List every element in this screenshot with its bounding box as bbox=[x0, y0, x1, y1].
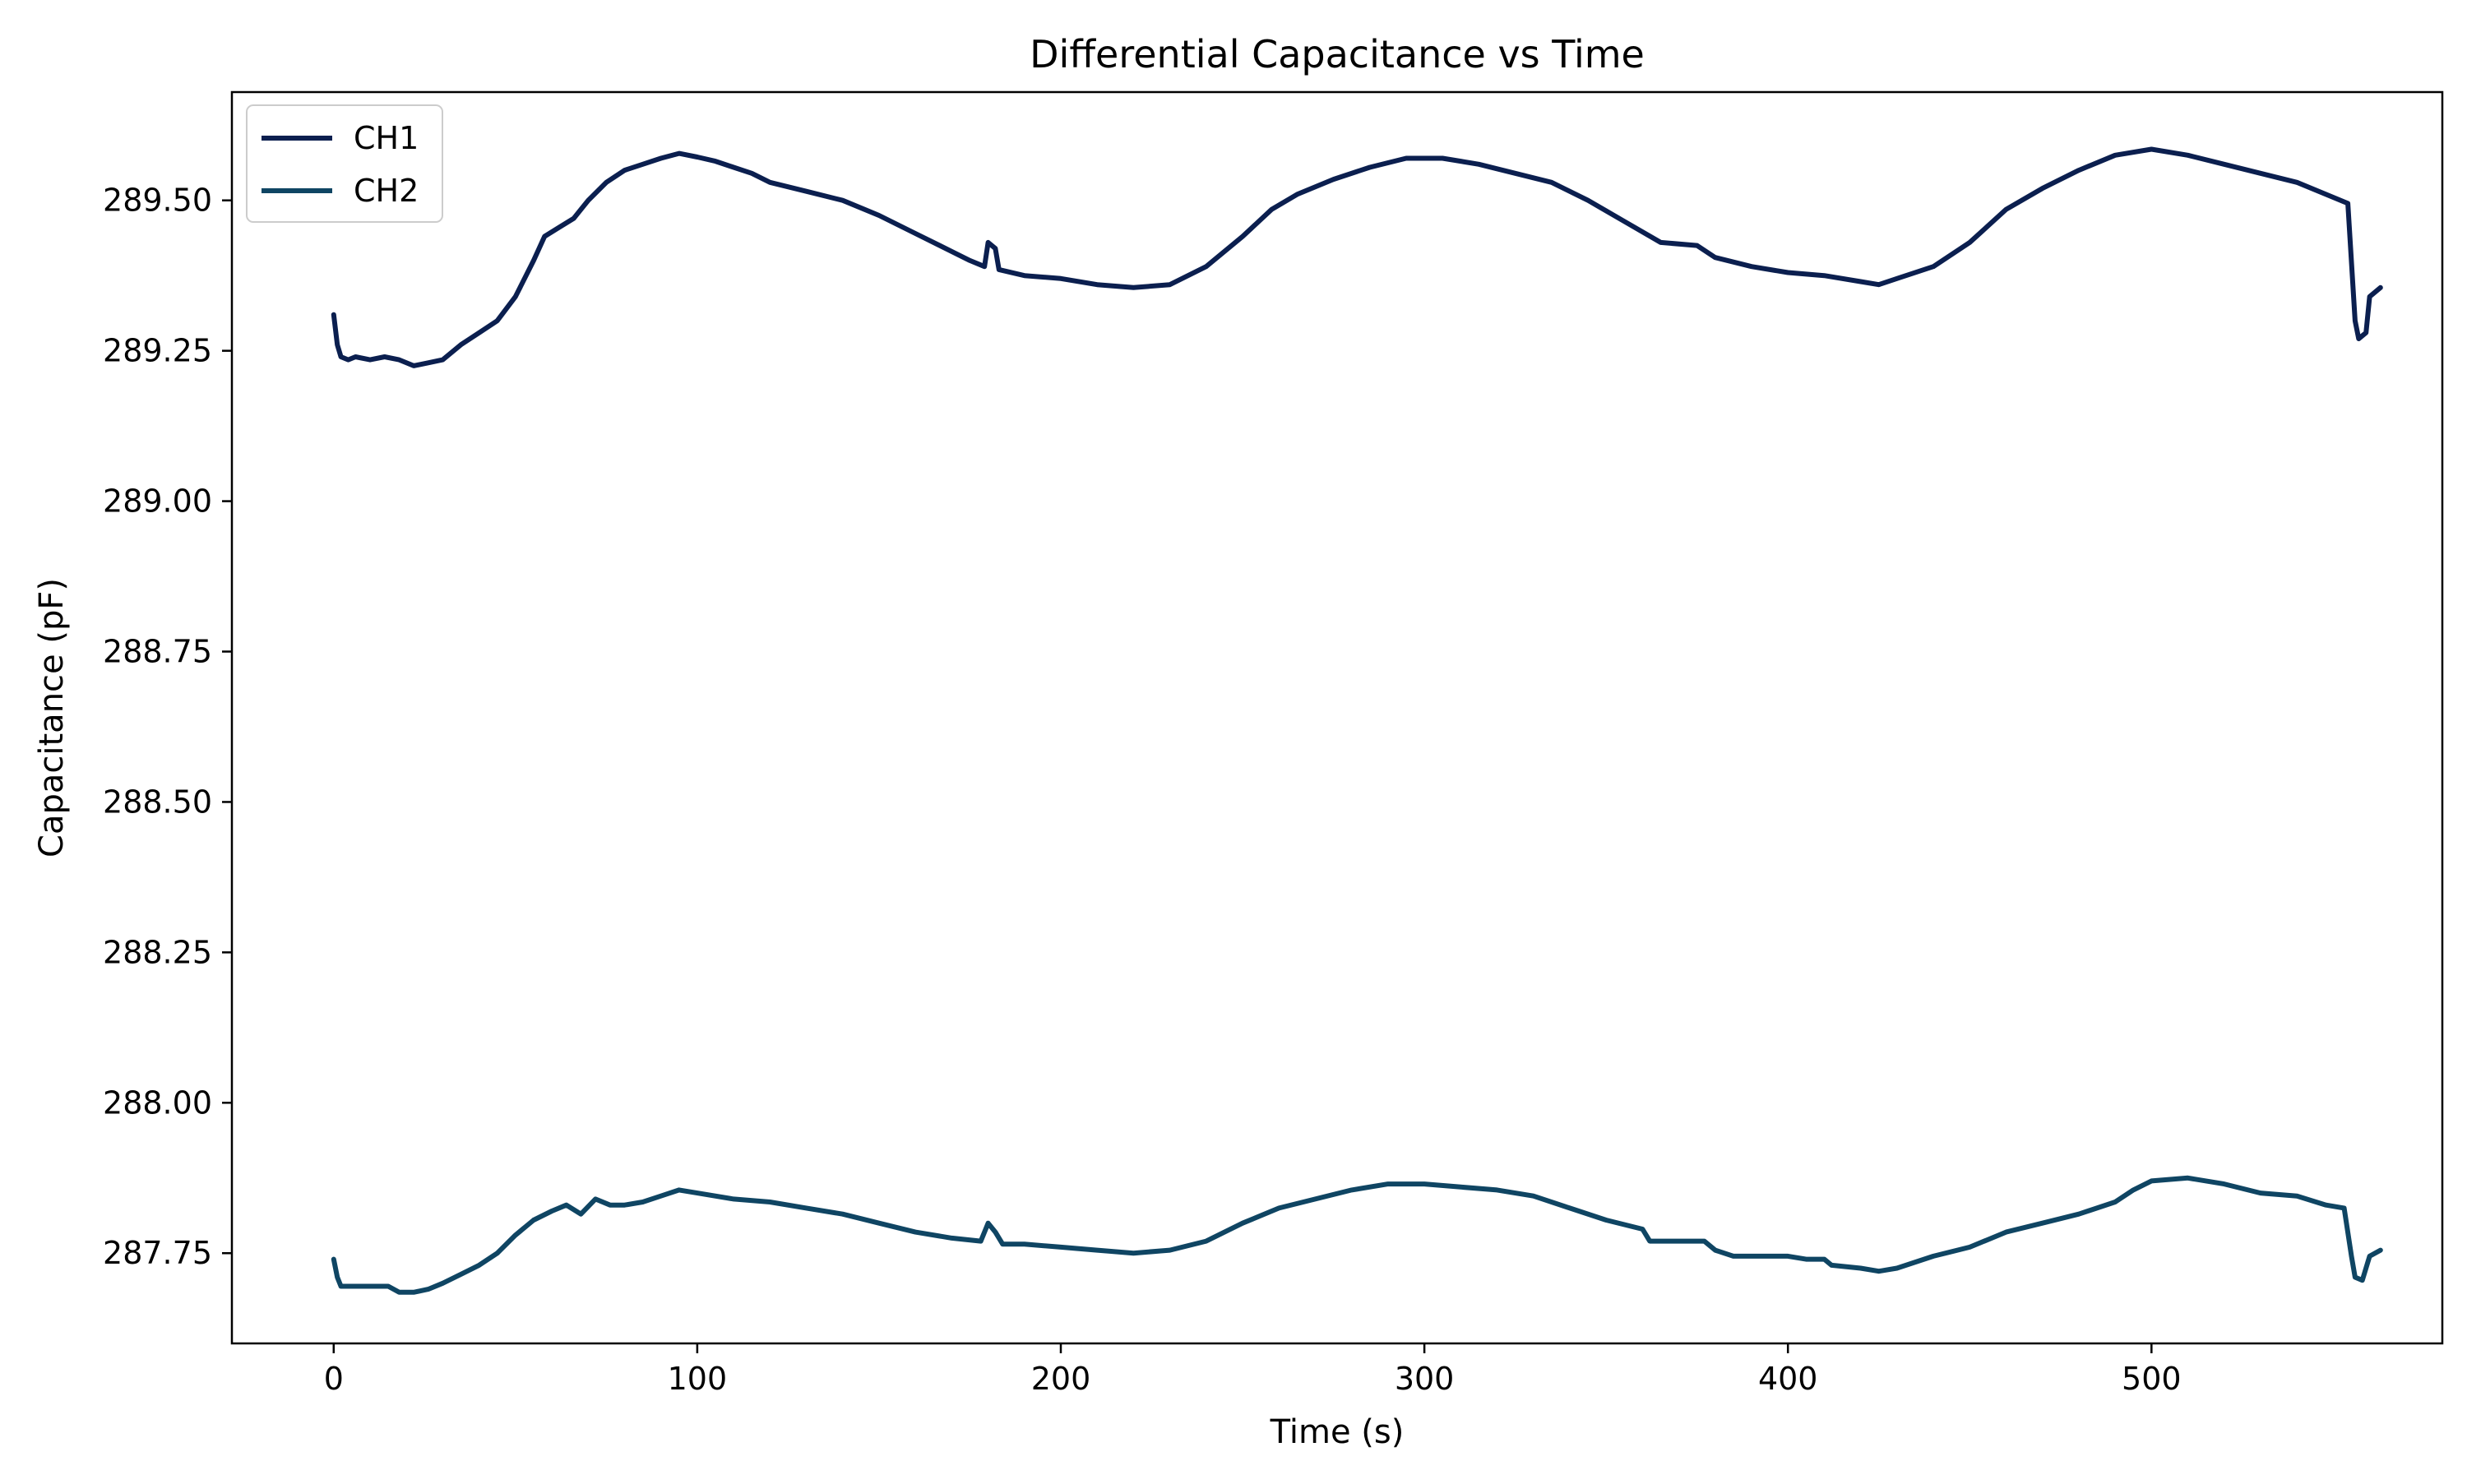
plot-frame bbox=[230, 90, 2444, 1345]
legend-label-ch1: CH1 bbox=[354, 120, 419, 156]
chart-title: Differential Capacitance vs Time bbox=[1030, 32, 1645, 76]
y-tick-label: 287.75 bbox=[103, 1235, 212, 1271]
x-tick-label: 300 bbox=[1395, 1361, 1455, 1397]
legend-label-ch2: CH2 bbox=[354, 173, 419, 209]
y-tick-label: 288.25 bbox=[103, 934, 212, 970]
x-tick-label: 400 bbox=[1758, 1361, 1818, 1397]
y-tick-label: 288.00 bbox=[103, 1084, 212, 1121]
y-tick-label: 288.75 bbox=[103, 634, 212, 670]
x-tick-label: 200 bbox=[1031, 1361, 1091, 1397]
legend: CH1 CH2 bbox=[246, 104, 443, 223]
x-tick-label: 500 bbox=[2122, 1361, 2182, 1397]
y-axis-label: Capacitance (pF) bbox=[33, 578, 71, 858]
series-line-ch2 bbox=[331, 1175, 2383, 1295]
x-tick-label: 0 bbox=[324, 1361, 344, 1397]
x-axis-label: Time (s) bbox=[1270, 1413, 1405, 1451]
y-tick-label: 289.00 bbox=[103, 483, 212, 520]
y-tick-label: 289.25 bbox=[103, 333, 212, 369]
ticks-layer: 0 100 200 300 400 500 287.75 288.00 288.25 288.50… bbox=[103, 183, 2182, 1397]
series-layer bbox=[331, 146, 2383, 1295]
x-tick-label: 100 bbox=[668, 1361, 728, 1397]
series-line-ch1 bbox=[331, 146, 2383, 368]
y-tick-label: 288.50 bbox=[103, 784, 212, 820]
y-tick-label: 289.50 bbox=[103, 183, 212, 219]
